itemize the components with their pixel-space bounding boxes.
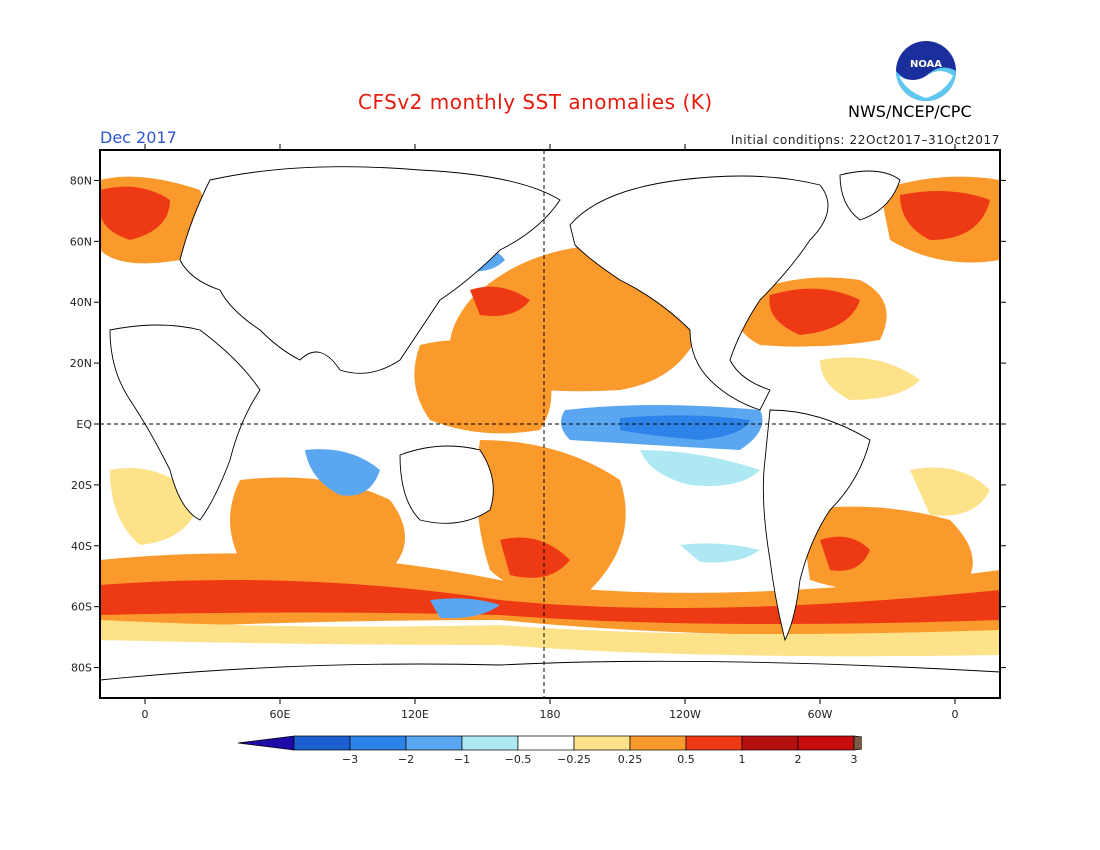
lat-label: EQ xyxy=(76,418,92,431)
map-title: CFSv2 monthly SST anomalies (K) xyxy=(358,90,713,114)
lat-label: 60N xyxy=(70,235,92,248)
lat-label: 20S xyxy=(71,479,92,492)
strong-warm-regions xyxy=(100,186,1000,624)
lon-label: 60E xyxy=(270,708,291,721)
colorbar-label: −0.25 xyxy=(557,753,591,766)
colorbar-arrow-high xyxy=(853,735,862,751)
lon-label: 180 xyxy=(540,708,561,721)
continent-outlines xyxy=(100,166,1000,698)
lat-label: 80S xyxy=(71,662,92,675)
colorbar-legend: −3 −2 −1 −0.5 −0.25 0.25 0.5 1 2 3 xyxy=(238,735,862,766)
colorbar-box xyxy=(293,735,351,751)
colorbar-label: −1 xyxy=(454,753,470,766)
colorbar-box xyxy=(797,735,855,751)
lon-label: 120W xyxy=(669,708,701,721)
colorbar-label: −2 xyxy=(398,753,414,766)
noaa-logo-icon: NOAA xyxy=(896,41,956,101)
colorbar-box xyxy=(349,735,407,751)
colorbar-label: −3 xyxy=(342,753,358,766)
lat-label: 60S xyxy=(71,601,92,614)
colorbar-label: 0.5 xyxy=(677,753,695,766)
lon-label: 0 xyxy=(142,708,149,721)
lon-label: 60W xyxy=(808,708,833,721)
colorbar-box xyxy=(405,735,463,751)
colorbar-box xyxy=(461,735,519,751)
colorbar-box xyxy=(741,735,799,751)
lon-label: 120E xyxy=(401,708,429,721)
lat-label: 20N xyxy=(70,357,92,370)
lon-label: 0 xyxy=(952,708,959,721)
colorbar-box xyxy=(629,735,687,751)
colorbar-box xyxy=(573,735,631,751)
colorbar-label: 0.25 xyxy=(618,753,643,766)
lat-label: 40N xyxy=(70,296,92,309)
colorbar-label: 1 xyxy=(739,753,746,766)
initial-conditions: Initial conditions: 22Oct2017–31Oct2017 xyxy=(730,133,1000,147)
light-warm-regions xyxy=(100,357,1000,657)
lat-label: 80N xyxy=(70,174,92,187)
colorbar-box xyxy=(517,735,575,751)
colorbar-arrow-low xyxy=(238,735,295,751)
valid-month: Dec 2017 xyxy=(100,128,177,147)
longitude-axis: 0 60E 120E 180 120W 60W 0 xyxy=(142,144,959,721)
colorbar-label: 2 xyxy=(795,753,802,766)
logo-text: NOAA xyxy=(910,59,942,70)
latitude-axis: 80N 60N 40N 20N EQ 20S 40S 60S 80S xyxy=(70,174,1006,675)
lat-label: 40S xyxy=(71,540,92,553)
colorbar-label: −0.5 xyxy=(505,753,532,766)
colorbar-box xyxy=(685,735,743,751)
agency-label: NWS/NCEP/CPC xyxy=(848,102,972,121)
colorbar-label: 3 xyxy=(851,753,858,766)
